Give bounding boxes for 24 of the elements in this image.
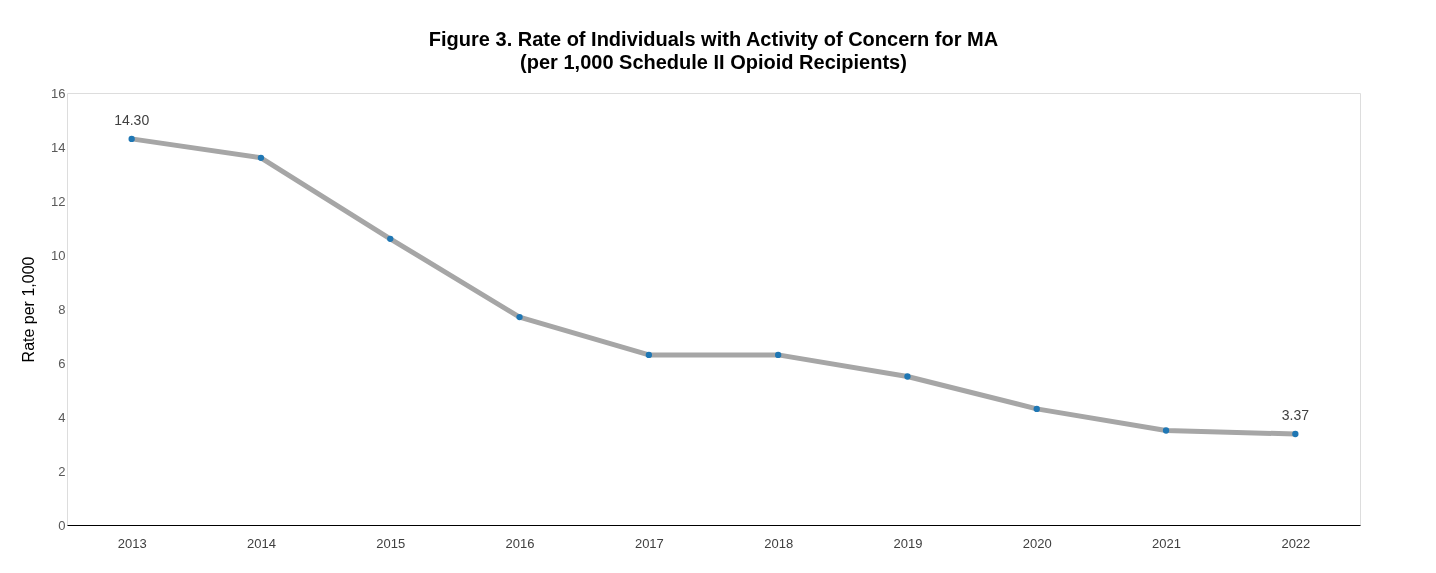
y-tick-label: 14 [51,139,66,155]
x-tick-label: 2022 [1281,535,1311,551]
x-tick-label: 2019 [893,535,923,551]
x-tick-label: 2014 [246,535,276,551]
x-tick-label: 2020 [1022,535,1052,551]
chart-title: Figure 3. Rate of Individuals with Activity of Concern for MA [428,28,999,50]
y-tick-label: 4 [58,409,66,425]
x-tick-label: 2016 [505,535,535,551]
data-label: 3.37 [1281,407,1310,424]
chart-subtitle: (per 1,000 Schedule II Opioid Recipients) [520,51,907,73]
y-tick-label: 0 [58,517,66,533]
y-tick-label: 6 [58,355,66,371]
x-tick-label: 2017 [634,535,664,551]
x-tick-label: 2015 [376,535,406,551]
x-tick-label: 2021 [1152,535,1182,551]
x-tick-label: 2013 [117,535,147,551]
y-tick-label: 2 [58,463,66,479]
y-tick-label: 8 [58,301,66,317]
y-tick-label: 12 [51,193,66,209]
y-axis-title: Rate per 1,000 [20,256,38,363]
data-label: 14.30 [114,111,150,128]
y-tick-label: 16 [51,85,66,101]
x-tick-label: 2018 [764,535,794,551]
y-tick-label: 10 [51,247,66,263]
